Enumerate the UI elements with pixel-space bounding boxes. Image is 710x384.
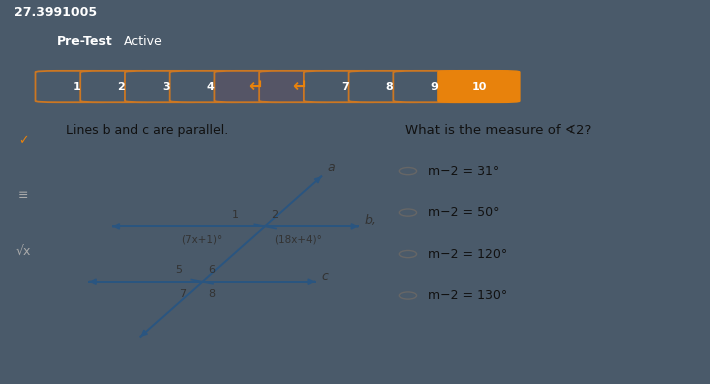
Text: 8: 8 — [386, 81, 393, 91]
Text: ↵: ↵ — [293, 78, 307, 96]
Text: Active: Active — [124, 35, 163, 48]
FancyBboxPatch shape — [36, 71, 117, 102]
FancyBboxPatch shape — [349, 71, 430, 102]
FancyBboxPatch shape — [125, 71, 207, 102]
Text: ≡: ≡ — [18, 189, 28, 202]
Text: 2: 2 — [272, 210, 279, 220]
Text: c: c — [322, 270, 329, 283]
FancyBboxPatch shape — [259, 71, 341, 102]
Text: a: a — [328, 161, 336, 174]
FancyBboxPatch shape — [214, 71, 296, 102]
Text: 1: 1 — [72, 81, 80, 91]
FancyBboxPatch shape — [438, 71, 520, 102]
Text: b,: b, — [365, 214, 377, 227]
Text: m−2 = 50°: m−2 = 50° — [428, 206, 499, 219]
Text: m−2 = 31°: m−2 = 31° — [428, 165, 499, 178]
Text: 27.3991005: 27.3991005 — [14, 6, 97, 19]
FancyBboxPatch shape — [393, 71, 475, 102]
Text: √x: √x — [16, 245, 31, 258]
Text: 9: 9 — [430, 81, 438, 91]
Text: 1: 1 — [232, 210, 239, 220]
Text: 10: 10 — [471, 81, 486, 91]
Text: 4: 4 — [207, 81, 214, 91]
Text: 7: 7 — [179, 289, 186, 299]
FancyBboxPatch shape — [304, 71, 386, 102]
Text: What is the measure of ∢2?: What is the measure of ∢2? — [405, 124, 591, 137]
Text: 2: 2 — [117, 81, 125, 91]
FancyBboxPatch shape — [170, 71, 251, 102]
Text: ↵: ↵ — [248, 78, 263, 96]
FancyBboxPatch shape — [80, 71, 162, 102]
Text: 3: 3 — [162, 81, 170, 91]
Text: ✓: ✓ — [18, 134, 28, 147]
Text: m−2 = 130°: m−2 = 130° — [428, 289, 507, 302]
Text: Lines b and c are parallel.: Lines b and c are parallel. — [66, 124, 229, 137]
Text: 7: 7 — [341, 81, 349, 91]
Text: (18x+4)°: (18x+4)° — [275, 235, 322, 245]
Text: 6: 6 — [209, 265, 216, 275]
Text: 5: 5 — [175, 265, 182, 275]
Text: (7x+1)°: (7x+1)° — [182, 235, 223, 245]
Text: Pre-Test: Pre-Test — [57, 35, 113, 48]
Text: m−2 = 120°: m−2 = 120° — [428, 248, 507, 261]
Text: 8: 8 — [209, 289, 216, 299]
